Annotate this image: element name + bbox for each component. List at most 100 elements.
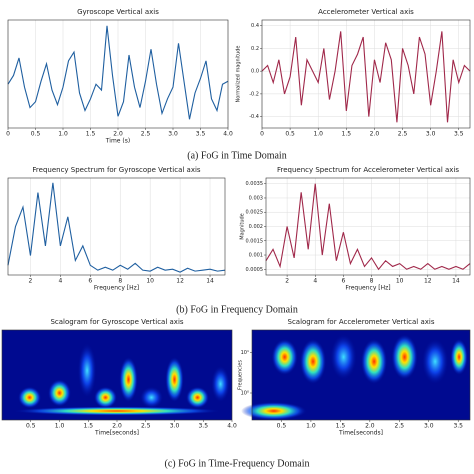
chart-title: Scalogram for Accelerometer Vertical axi…: [288, 318, 435, 326]
x-tick-label: 2.5: [395, 423, 405, 430]
line: [7, 25, 229, 120]
y-tick-label: 0.0025: [246, 210, 264, 216]
x-tick-label: 12: [176, 278, 184, 285]
heatmap-blob: [77, 343, 97, 398]
x-tick-label: 0: [260, 131, 264, 138]
x-tick-label: 0.5: [26, 423, 36, 430]
chart-title: Accelerometer Vertical axis: [318, 8, 414, 16]
y-tick-label: 0.003: [249, 195, 263, 201]
x-tick-label: 3.0: [168, 131, 178, 138]
y-tick-label: 0.4: [251, 23, 259, 29]
heatmap-blob: [211, 366, 230, 402]
caption: (c) FoG in Time-Frequency Domain: [165, 458, 310, 469]
heatmap-blob: [422, 339, 449, 384]
axes-frame: [7, 19, 229, 129]
x-tick-label: 0.5: [277, 423, 287, 430]
x-tick-label: 0.5: [285, 131, 295, 138]
x-tick-label: 1.5: [342, 131, 352, 138]
heatmap-blob: [140, 386, 163, 409]
x-tick-label: 3.0: [424, 423, 434, 430]
x-tick-label: 14: [206, 278, 214, 285]
heatmap-blob: [330, 334, 357, 380]
y-tick-label: 0.002: [249, 224, 263, 230]
x-tick-label: 2: [29, 278, 33, 285]
x-tick-label: 2.0: [370, 131, 380, 138]
x-tick-label: 2.0: [112, 423, 122, 430]
x-tick-label: 8: [370, 278, 374, 285]
heatmap-blob: [119, 357, 138, 402]
x-tick-label: 1.0: [306, 423, 316, 430]
x-tick-label: 10: [146, 278, 154, 285]
chart-title: Frequency Spectrum for Gyroscope Vertica…: [32, 166, 201, 174]
heatmap-blob: [48, 379, 71, 407]
x-tick-label: 1.5: [83, 423, 93, 430]
heatmap-blob: [13, 406, 221, 416]
heatmap: [241, 334, 468, 420]
y-tick-label: -0.2: [249, 91, 259, 97]
x-tick-label: 4.0: [223, 131, 233, 138]
x-tick-label: 2.5: [141, 131, 151, 138]
x-tick-label: 1.5: [86, 131, 96, 138]
axes-frame: [251, 329, 471, 421]
axes-frame: [7, 177, 226, 276]
heatmap-blob: [391, 334, 418, 380]
y-tick-label: 0.0035: [246, 181, 264, 187]
x-tick-label: 6: [341, 278, 345, 285]
y-tick-label: 0.001: [249, 253, 263, 259]
x-tick-label: 3.5: [453, 423, 463, 430]
heatmap: [13, 343, 230, 416]
x-tick-label: 3.5: [196, 131, 206, 138]
line: [7, 182, 226, 273]
x-tick-label: 2.5: [141, 423, 151, 430]
y-axis-label: Frequencies: [238, 360, 244, 390]
x-tick-label: 2.0: [113, 131, 123, 138]
heatmap-blob: [18, 386, 42, 409]
x-tick-label: 10: [396, 278, 404, 285]
line: [261, 31, 471, 123]
heatmap-blob: [241, 402, 307, 420]
x-tick-label: 3.5: [198, 423, 208, 430]
y-tick-label: -0.4: [249, 114, 259, 120]
x-tick-label: 1.0: [55, 423, 65, 430]
x-tick-label: 1.0: [58, 131, 68, 138]
x-tick-label: 2: [285, 278, 289, 285]
x-tick-label: 3.0: [170, 423, 180, 430]
heatmap-blob: [299, 339, 327, 384]
axes-frame: [265, 177, 471, 276]
y-tick-label: 10¹: [241, 350, 249, 356]
chart-title: Frequency Spectrum for Accelerometer Ver…: [277, 166, 459, 174]
y-tick-label: 10⁰: [241, 391, 249, 397]
axes-frame: [261, 19, 471, 129]
x-tick-label: 0: [6, 131, 10, 138]
x-tick-label: 12: [424, 278, 432, 285]
x-axis-label: Frequency [Hz]: [345, 285, 390, 292]
x-tick-label: 4.0: [227, 423, 237, 430]
y-tick-label: 0.0005: [246, 267, 264, 273]
heatmap-blob: [271, 339, 298, 375]
heatmap-blob: [361, 339, 388, 384]
y-axis-label: Magnitude: [240, 213, 246, 240]
x-tick-label: 2.5: [398, 131, 408, 138]
axes-frame: [1, 329, 233, 421]
x-tick-label: 1.0: [313, 131, 323, 138]
x-tick-label: 4: [58, 278, 62, 285]
x-axis-label: Time (s): [105, 138, 130, 145]
caption: (b) FoG in Frequency Domain: [176, 304, 298, 315]
x-tick-label: 3.0: [426, 131, 436, 138]
line: [265, 183, 471, 271]
chart-title: Gyroscope Vertical axis: [77, 8, 159, 16]
heatmap-blob: [165, 357, 184, 402]
heatmap-blob: [94, 386, 117, 409]
plot-area: [8, 178, 225, 275]
heatmap-blob: [450, 339, 468, 375]
y-axis-label: Normalized magnitude: [236, 46, 242, 103]
heatmap-blob: [186, 386, 209, 409]
y-tick-label: 0.2: [251, 46, 259, 52]
x-axis-label: Time[seconds]: [338, 430, 383, 437]
x-tick-label: 4: [313, 278, 317, 285]
x-tick-label: 0.5: [31, 131, 41, 138]
chart-title: Scalogram for Gyroscope Vertical axis: [50, 318, 183, 326]
x-axis-label: Frequency [Hz]: [94, 285, 139, 292]
x-tick-label: 3.5: [454, 131, 464, 138]
